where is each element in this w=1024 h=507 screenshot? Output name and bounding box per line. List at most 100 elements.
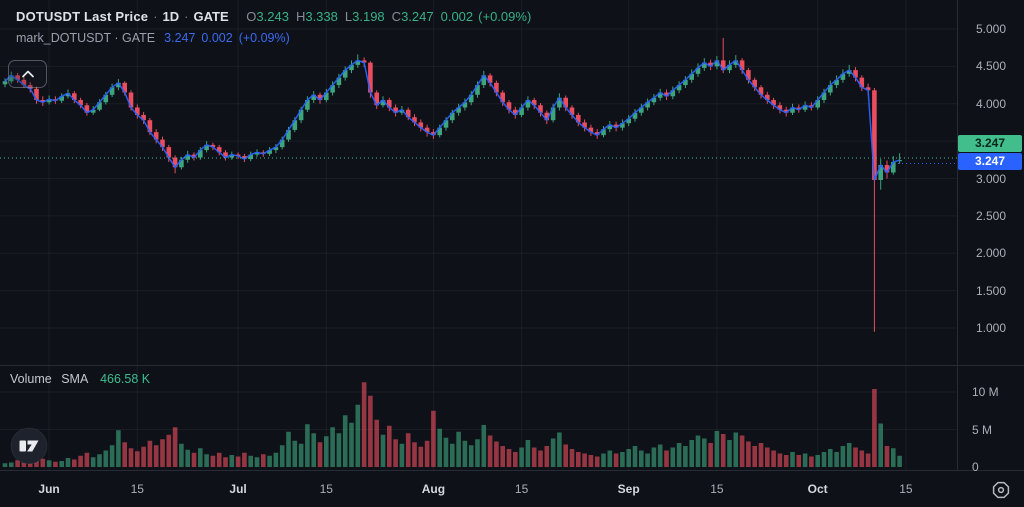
volume-bar [859, 450, 865, 467]
time-scale[interactable]: Jun 15 Jul 15 Aug 15 Sep 15 Oct 15 [0, 470, 1024, 507]
volume-bar [727, 440, 732, 467]
candle-body [746, 70, 751, 80]
candle-body [695, 67, 701, 74]
candle-body [122, 82, 127, 93]
volume-bar [361, 382, 367, 467]
volume-bar [456, 431, 461, 467]
candle-body [544, 112, 550, 121]
volume-bar [714, 431, 720, 467]
indicator-value: 3.247 [164, 31, 196, 45]
candle-body [223, 152, 228, 158]
candle-body [374, 92, 379, 106]
volume-bar [437, 428, 442, 467]
candle-body [292, 120, 298, 130]
candle-body [109, 87, 115, 95]
volume-bar [544, 446, 550, 467]
volume-bar [128, 448, 134, 467]
candle-body [815, 100, 820, 108]
time-axis-label: 15 [514, 482, 529, 496]
candle-body [582, 122, 587, 128]
volume-bar [97, 454, 102, 467]
volume-bar [204, 454, 209, 467]
title-separator: · [184, 9, 189, 24]
candle-body [405, 109, 411, 118]
volume-bar [368, 395, 373, 467]
candle-body [840, 73, 846, 80]
candle-body [569, 107, 575, 115]
interval-button[interactable]: 1D [162, 9, 180, 24]
candle-body [676, 85, 682, 91]
volume-bar [563, 444, 568, 467]
candle-body [538, 105, 543, 113]
volume-bar [853, 447, 858, 467]
indicator-name[interactable]: mark_DOTUSDT · GATE [16, 31, 156, 45]
volume-bar [765, 447, 770, 467]
candle-body [355, 60, 361, 65]
tradingview-logo[interactable] [10, 427, 48, 470]
volume-bar [349, 422, 354, 467]
legend-collapse-button[interactable] [8, 60, 47, 88]
symbol-title[interactable]: DOTUSDT Last Price [16, 9, 149, 24]
candle-body [216, 147, 222, 153]
volume-bar [198, 448, 203, 467]
candle-body [147, 120, 153, 133]
timezone-settings-button[interactable] [986, 477, 1016, 503]
volume-bar [891, 448, 896, 467]
volume-bar [620, 452, 625, 467]
price-scale[interactable]: 05 M10 M1.0001.5002.0002.5003.0003.5004.… [957, 0, 1024, 474]
time-axis-label: Aug [421, 482, 446, 496]
exchange-label[interactable]: GATE [193, 9, 229, 24]
volume-bar [431, 410, 436, 467]
candle-body [72, 93, 77, 101]
volume-bar [462, 440, 468, 467]
volume-bar [569, 449, 575, 467]
volume-bar [305, 424, 310, 467]
price-axis-label: 2.500 [976, 208, 1007, 223]
volume-bar [802, 453, 808, 467]
candle-body [229, 154, 235, 158]
volume-bar [651, 447, 657, 467]
candle-body [9, 75, 14, 82]
tradingview-logo-icon [10, 427, 48, 465]
candle-body [128, 92, 134, 108]
volume-bar [185, 449, 190, 467]
candle-body [424, 127, 430, 133]
candle-body [462, 102, 468, 108]
candle-body [412, 117, 417, 123]
candle-body [311, 94, 316, 101]
candle-body [286, 129, 291, 140]
candle-body [714, 60, 720, 67]
candle-body [632, 112, 638, 119]
candle-body [884, 165, 890, 173]
candle-body [708, 62, 713, 67]
volume-bar [632, 446, 638, 467]
change-percent: (+0.09%) [478, 9, 532, 24]
volume-bar [9, 462, 14, 467]
candle-body [97, 102, 102, 110]
volume-bar [525, 440, 531, 467]
candle-body [720, 60, 726, 71]
candle-body [317, 94, 323, 101]
volume-bar [746, 441, 751, 467]
candle-body [645, 102, 650, 108]
legend: DOTUSDT Last Price · 1D · GATE O3.243 H3.338 L… [16, 8, 536, 47]
volume-bar [758, 443, 764, 467]
volume-bar [897, 455, 902, 467]
time-axis-label: 15 [130, 482, 144, 496]
candle-body [204, 144, 209, 151]
candle-body [456, 107, 461, 113]
mark-price-badge[interactable]: 3.247 [958, 153, 1022, 170]
volume-bar [513, 452, 518, 467]
chevron-up-icon [21, 70, 34, 78]
volume-bar [65, 458, 71, 467]
indicator-change-percent: (+0.09%) [238, 31, 290, 45]
last-price-badge[interactable]: 3.247 [958, 135, 1022, 152]
volume-bar [355, 404, 361, 467]
volume-bar [607, 450, 613, 467]
volume-label[interactable]: Volume [10, 372, 52, 386]
volume-bar [40, 458, 46, 467]
volume-bar [487, 435, 493, 467]
volume-bar [676, 443, 682, 467]
